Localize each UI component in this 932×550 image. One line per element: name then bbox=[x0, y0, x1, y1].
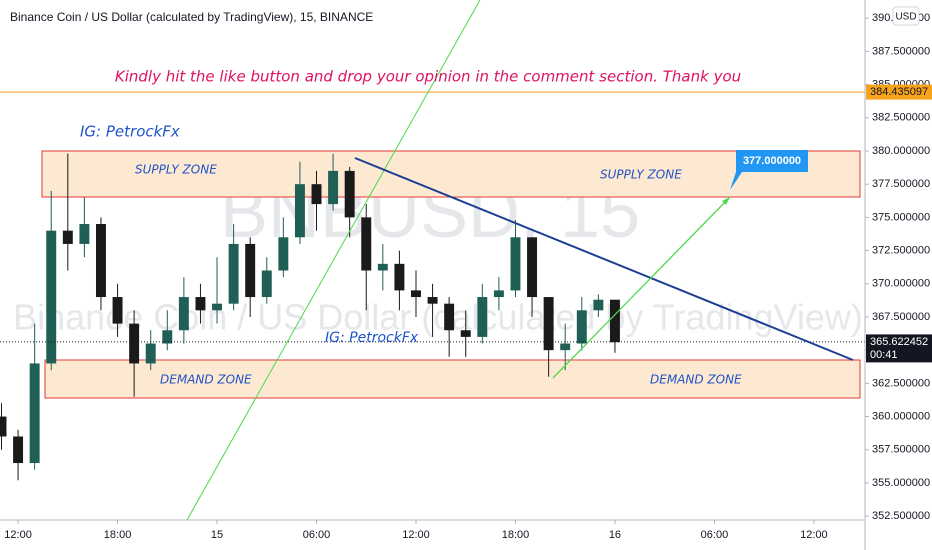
candle-body bbox=[394, 263, 405, 291]
candle-body bbox=[145, 343, 156, 364]
price-line-label: 365.622452 bbox=[870, 336, 928, 348]
candle-body bbox=[361, 217, 372, 271]
candle-body bbox=[129, 323, 140, 364]
candle-body bbox=[79, 224, 90, 244]
y-tick-label: 355.000000 bbox=[872, 477, 930, 489]
supply-right: SUPPLY ZONE bbox=[600, 168, 682, 182]
y-tick-label: 367.500000 bbox=[872, 311, 930, 323]
trend-line bbox=[186, 0, 481, 521]
candle-body bbox=[576, 310, 587, 344]
x-tick-label: 12:00 bbox=[402, 529, 430, 541]
y-tick-label: 375.000000 bbox=[872, 211, 930, 223]
candle-body bbox=[543, 297, 554, 351]
candle-body bbox=[46, 230, 57, 364]
supply-left: SUPPLY ZONE bbox=[135, 163, 217, 177]
x-tick-label: 18:00 bbox=[104, 529, 132, 541]
candle-body bbox=[328, 170, 339, 205]
x-tick-label: 16 bbox=[609, 529, 621, 541]
candle-body bbox=[95, 224, 106, 298]
currency-label: USD bbox=[895, 12, 916, 23]
price-line-label-bg bbox=[866, 84, 932, 100]
candle-body bbox=[112, 297, 123, 324]
target-label: 377.000000 bbox=[743, 155, 801, 167]
candle-body bbox=[178, 297, 189, 331]
author-mid: IG: PetrockFx bbox=[325, 330, 419, 346]
demand-right: DEMAND ZONE bbox=[650, 373, 742, 387]
candle-body bbox=[411, 290, 421, 298]
candle-body bbox=[510, 237, 521, 291]
target-arrow bbox=[552, 196, 731, 379]
candle-body bbox=[261, 270, 272, 298]
candle-body bbox=[162, 330, 173, 344]
x-tick-label: 12:00 bbox=[800, 529, 828, 541]
candle-body bbox=[195, 297, 206, 311]
y-tick-label: 352.500000 bbox=[872, 510, 930, 522]
candle-body bbox=[228, 243, 239, 304]
watermark-name: Binance Coin / US Dollar (calculated by … bbox=[13, 297, 863, 338]
x-tick-label: 15 bbox=[211, 529, 223, 541]
price-line-label: 384.435097 bbox=[870, 86, 928, 98]
y-tick-label: 382.500000 bbox=[872, 112, 930, 124]
candle-body bbox=[444, 303, 455, 331]
author-top: IG: PetrockFx bbox=[80, 123, 180, 141]
y-tick-label: 377.500000 bbox=[872, 178, 930, 190]
candle-body bbox=[294, 184, 305, 238]
candle-body bbox=[13, 436, 24, 464]
candle-body bbox=[609, 299, 620, 343]
countdown: 00:41 bbox=[870, 349, 898, 361]
y-tick-label: 370.000000 bbox=[872, 278, 930, 290]
candle-body bbox=[311, 184, 322, 205]
resistance-line bbox=[354, 157, 854, 361]
x-tick-label: 18:00 bbox=[502, 529, 530, 541]
x-tick-label: 06:00 bbox=[303, 529, 331, 541]
candle-body bbox=[278, 237, 289, 271]
candle-body bbox=[29, 363, 40, 464]
currency-button[interactable] bbox=[892, 6, 920, 26]
target-label-box bbox=[730, 150, 808, 190]
candle-body bbox=[0, 416, 7, 437]
candle-body bbox=[427, 297, 438, 304]
candle-body bbox=[212, 303, 223, 311]
arrow-head bbox=[722, 197, 730, 205]
message: Kindly hit the like button and drop your… bbox=[115, 68, 741, 86]
x-tick-label: 12:00 bbox=[4, 529, 32, 541]
y-tick-label: 360.000000 bbox=[872, 410, 930, 422]
candle-body bbox=[493, 290, 504, 298]
candle-body bbox=[527, 237, 538, 298]
demand-zone bbox=[44, 359, 861, 399]
candle-body bbox=[460, 330, 471, 337]
candle-body bbox=[344, 170, 355, 218]
y-tick-label: 357.500000 bbox=[872, 444, 930, 456]
y-tick-label: 387.500000 bbox=[872, 45, 930, 57]
chart-title: Binance Coin / US Dollar (calculated by … bbox=[10, 10, 373, 24]
candle-body bbox=[560, 343, 571, 351]
candle-body bbox=[477, 297, 488, 337]
candle-body bbox=[377, 263, 388, 271]
candle-body bbox=[593, 299, 604, 311]
y-tick-label: 372.500000 bbox=[872, 244, 930, 256]
candle-body bbox=[245, 243, 256, 298]
x-tick-label: 06:00 bbox=[701, 529, 729, 541]
candle-body bbox=[62, 230, 73, 244]
y-tick-label: 380.000000 bbox=[872, 145, 930, 157]
price-line-label-bg bbox=[866, 334, 932, 363]
y-tick-label: 362.500000 bbox=[872, 377, 930, 389]
demand-left: DEMAND ZONE bbox=[160, 373, 252, 387]
